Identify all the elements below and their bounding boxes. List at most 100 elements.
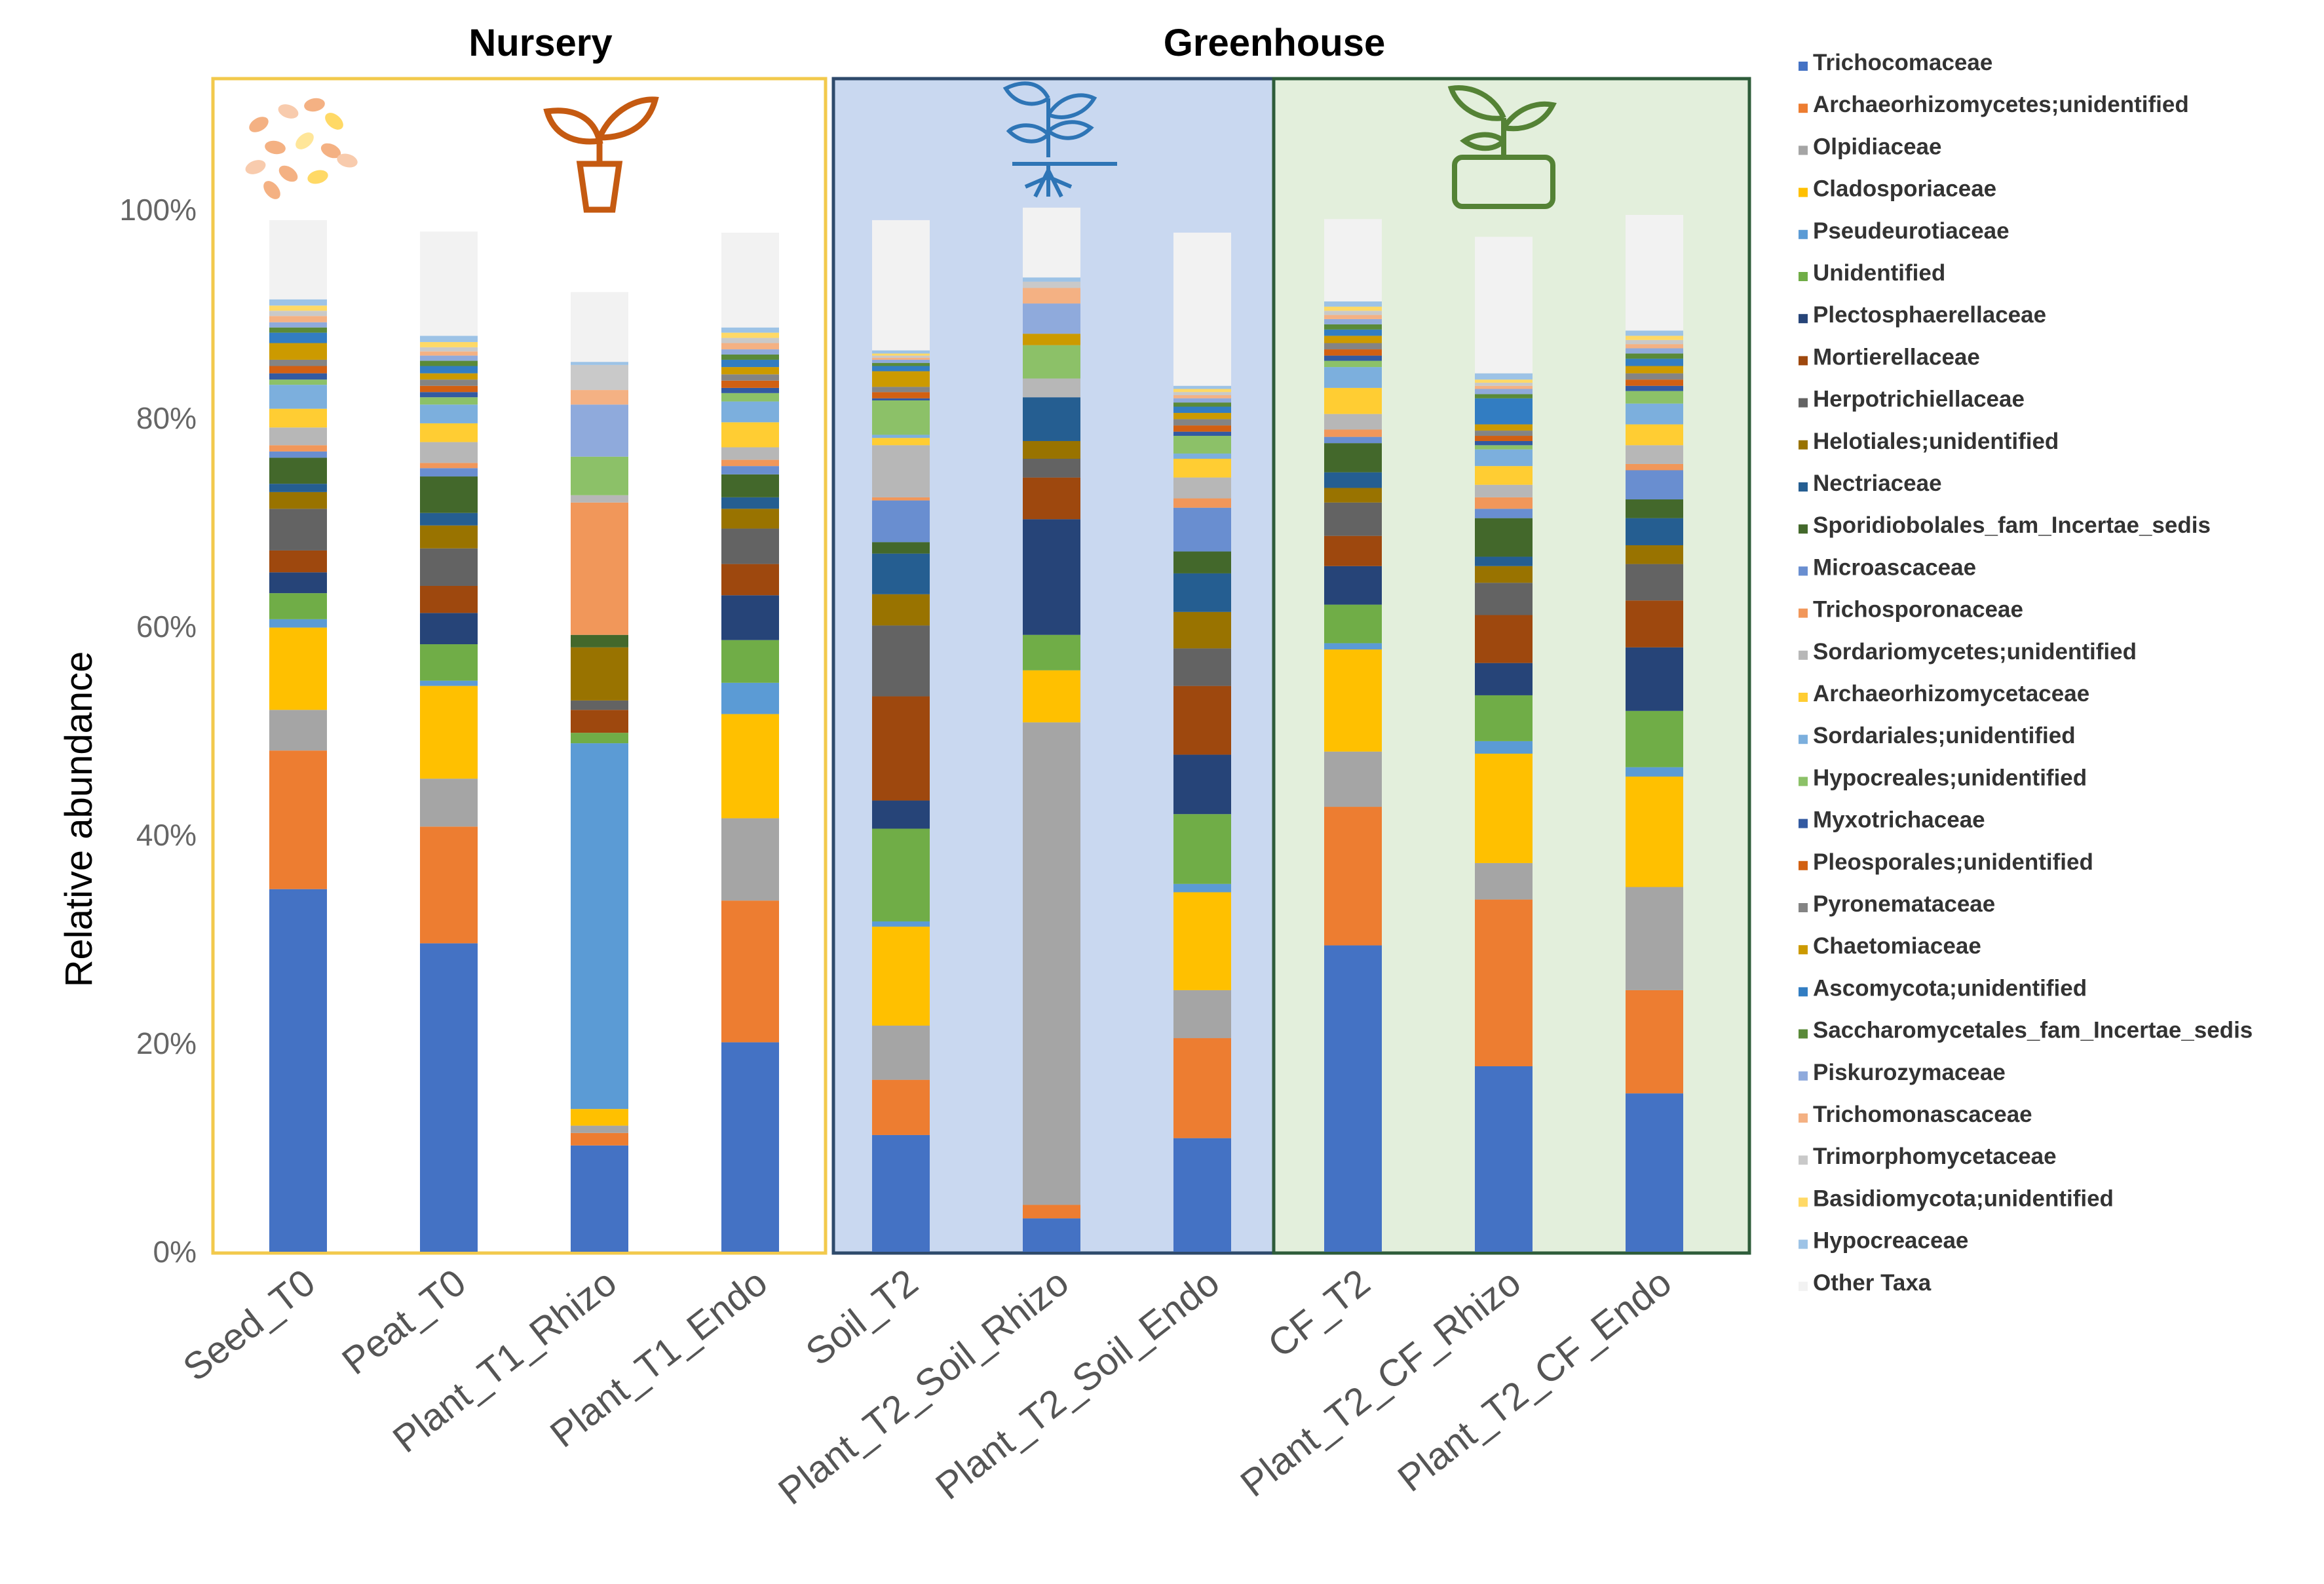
bar-segment (872, 387, 930, 393)
bar-segment (1023, 459, 1080, 478)
bar-segment (721, 497, 779, 509)
y-axis-ticks: 0% 20% 40% 60% 80% 100% (119, 193, 197, 1269)
bar-segment (872, 435, 930, 438)
bar-segment (571, 1132, 628, 1146)
bar-segment (1173, 406, 1231, 414)
bar-segment (1173, 389, 1231, 393)
bar-segment (1173, 419, 1231, 426)
panel-title-nursery: Nursery (468, 22, 612, 64)
x-tick-label: Soil_T2 (798, 1261, 926, 1374)
bar-segment (1173, 395, 1231, 398)
bar-segment (1626, 344, 1683, 349)
bar-segment (1324, 324, 1382, 330)
bar-segment (1023, 634, 1080, 670)
legend-label: Piskurozymaceae (1813, 1060, 2006, 1085)
bar-segment (420, 385, 478, 393)
bar-segment (1626, 403, 1683, 425)
bar-segment (1626, 358, 1683, 366)
panel-icons (245, 81, 1557, 213)
bar-segment (269, 572, 327, 594)
bar-segment (1475, 379, 1533, 383)
bar-segment (1475, 445, 1533, 450)
bar-segment (1626, 214, 1683, 331)
bar-segment (872, 355, 930, 358)
bar-segment (1324, 566, 1382, 605)
bar-segment (1173, 507, 1231, 552)
bar-segment (269, 484, 327, 492)
bar-segment (1475, 899, 1533, 1066)
bar-segment (1023, 334, 1080, 345)
bar-segment (1173, 413, 1231, 419)
bar-segment (1626, 564, 1683, 601)
bar-segment (1475, 398, 1533, 425)
group-titles: Nursery Greenhouse (468, 22, 1385, 64)
bar-segment (1324, 306, 1382, 311)
bar-segment (721, 900, 779, 1043)
legend-swatch (1799, 145, 1808, 155)
y-tick-label: 0% (153, 1235, 197, 1269)
bar-segment (269, 889, 327, 1252)
bar-segment (1475, 440, 1533, 446)
bar-segment (1023, 207, 1080, 278)
legend-swatch (1799, 524, 1808, 534)
bar-segment (1324, 807, 1382, 946)
bar-segment (571, 362, 628, 365)
y-axis-title: Relative abundance (58, 651, 100, 988)
bar-segment (269, 299, 327, 306)
legend-label: Archaeorhizomycetaceae (1813, 681, 2089, 706)
bar-segment (571, 456, 628, 495)
bar-stacks (269, 207, 1683, 1252)
bar-segment (1626, 990, 1683, 1094)
bar-segment (1475, 741, 1533, 754)
legend-swatch (1799, 440, 1808, 450)
bar-segment (1023, 519, 1080, 635)
hydroponic-plant-icon (1447, 85, 1557, 209)
bar-segment (1475, 663, 1533, 695)
legend-swatch (1799, 482, 1808, 492)
legend-label: Myxotrichaceae (1813, 807, 1985, 833)
bar-segment (872, 828, 930, 921)
legend-label: Ascomycota;unidentified (1813, 975, 2087, 1001)
bar-segment (1626, 373, 1683, 380)
bar-segment (1475, 862, 1533, 900)
bar-segment (1324, 443, 1382, 473)
bar-segment (420, 423, 478, 442)
bar-segment (872, 438, 930, 446)
bar-segment (721, 367, 779, 375)
legend-label: Herpotrichiellaceae (1813, 387, 2025, 412)
bar-segment (1626, 348, 1683, 354)
bar-segment (721, 640, 779, 683)
bar-segment (269, 366, 327, 374)
bar-segment (420, 548, 478, 586)
bar-segment (721, 682, 779, 714)
y-tick-label: 60% (136, 609, 197, 644)
bar-segment (1173, 754, 1231, 815)
bar-segment (1023, 345, 1080, 379)
bar-segment (571, 634, 628, 647)
bar-segment (269, 327, 327, 333)
legend-label: Pyronemataceae (1813, 891, 1995, 917)
bar-segment (872, 359, 930, 363)
bar-segment (1173, 611, 1231, 649)
bar-segment (420, 231, 478, 336)
bar-stack-Plant_T2_CF_Endo (1626, 214, 1683, 1252)
bar-segment (269, 750, 327, 889)
legend-label: Trimorphomycetaceae (1813, 1144, 2057, 1169)
bar-segment (571, 1125, 628, 1133)
bar-segment (721, 387, 779, 393)
bar-segment (1324, 311, 1382, 315)
bar-segment (571, 733, 628, 744)
x-tick-label: Peat_T0 (334, 1261, 474, 1383)
bar-segment (420, 397, 478, 405)
legend-label: Mortierellaceae (1813, 344, 1980, 370)
bar-segment (1626, 385, 1683, 391)
bar-segment (420, 355, 478, 361)
bar-segment (571, 743, 628, 1110)
legend-swatch (1799, 272, 1808, 281)
bar-segment (721, 509, 779, 529)
legend-label: Other Taxa (1813, 1270, 1932, 1296)
bar-segment (1173, 431, 1231, 436)
bar-segment (1324, 535, 1382, 566)
panel-title-greenhouse: Greenhouse (1164, 22, 1385, 64)
bar-segment (1626, 379, 1683, 386)
